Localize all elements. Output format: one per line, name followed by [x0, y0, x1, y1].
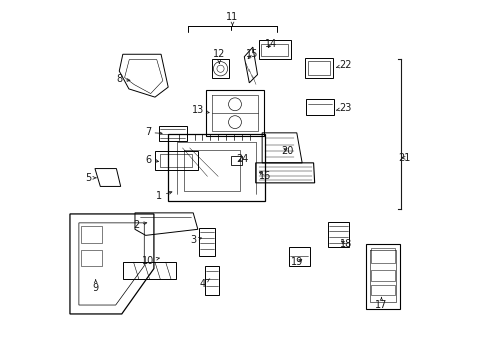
Text: 14: 14 — [265, 39, 277, 49]
Bar — [371, 270, 395, 281]
Text: 2: 2 — [133, 220, 147, 230]
Text: 1: 1 — [156, 191, 172, 201]
Text: 12: 12 — [213, 49, 225, 63]
Text: 23: 23 — [337, 103, 352, 113]
Text: 22: 22 — [337, 60, 352, 70]
Text: 8: 8 — [116, 74, 130, 84]
Text: 21: 21 — [398, 153, 410, 163]
Text: 9: 9 — [93, 280, 99, 293]
Text: 13: 13 — [192, 105, 209, 115]
Text: 16: 16 — [259, 171, 271, 181]
Text: 19: 19 — [291, 257, 303, 267]
Text: 5: 5 — [85, 173, 96, 183]
Text: 11: 11 — [226, 13, 239, 25]
Text: 24: 24 — [236, 154, 248, 164]
Bar — [81, 226, 102, 243]
Text: 7: 7 — [145, 127, 162, 138]
Text: 20: 20 — [282, 146, 294, 156]
Text: 17: 17 — [375, 297, 388, 310]
Text: 15: 15 — [246, 49, 258, 59]
Bar — [371, 285, 395, 296]
Bar — [81, 249, 102, 266]
Text: 6: 6 — [146, 155, 159, 165]
Text: 3: 3 — [190, 235, 201, 245]
Bar — [371, 248, 395, 263]
Text: 4: 4 — [200, 279, 210, 289]
Text: 18: 18 — [340, 239, 352, 249]
Text: 10: 10 — [143, 256, 159, 266]
